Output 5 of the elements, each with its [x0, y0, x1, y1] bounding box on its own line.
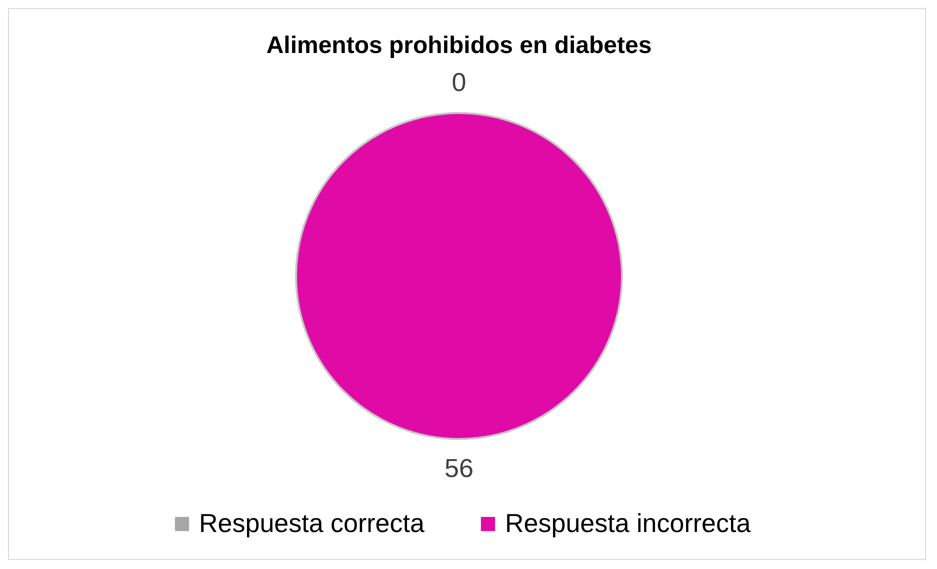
chart-title: Alimentos prohibidos en diabetes [266, 32, 652, 59]
data-label: 56 [444, 453, 474, 483]
legend-label: Respuesta correcta [199, 508, 425, 538]
text: 0 [452, 67, 466, 97]
legend-label: Respuesta incorrecta [505, 508, 752, 538]
